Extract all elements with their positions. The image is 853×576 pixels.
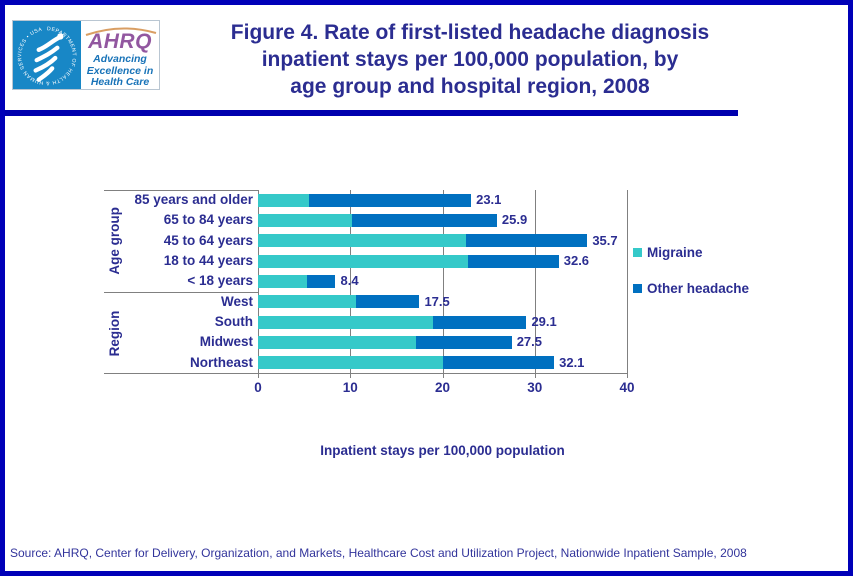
x-tick-label: 30 xyxy=(527,380,543,395)
title-line-3: age group and hospital region, 2008 xyxy=(290,75,650,98)
x-tick-label: 40 xyxy=(619,380,635,395)
legend-label-migraine: Migraine xyxy=(647,245,703,260)
bar-total-label: 27.5 xyxy=(516,334,542,350)
bar-total-label: 17.5 xyxy=(424,293,450,309)
bar-segment-migraine xyxy=(258,254,469,268)
bar-segment-migraine xyxy=(258,234,467,248)
bar-total-label: 35.7 xyxy=(592,232,618,248)
bar-total-label: 32.6 xyxy=(563,253,590,268)
other-headache-swatch-icon xyxy=(633,284,642,293)
bar-segment-other-headache xyxy=(443,356,555,370)
bar-total-label: 32.1 xyxy=(559,354,585,370)
x-tick-label: 20 xyxy=(434,380,451,395)
migraine-swatch-icon xyxy=(633,248,642,257)
legend-label-other-headache: Other headache xyxy=(647,281,750,296)
bar-segment-other-headache xyxy=(433,315,527,329)
bar-segment-migraine xyxy=(258,214,353,227)
figure-title: Figure 4. Rate of first-listed headache … xyxy=(195,19,745,100)
bar-segment-migraine xyxy=(258,356,444,370)
chart-plot-area: 0 10 20 30 40 Age group Region 85 years and old… xyxy=(5,5,848,571)
x-axis-title: Inpatient stays per 100,000 population xyxy=(320,443,565,458)
x-tick-label: 0 xyxy=(254,380,262,395)
tagline-line: Health Care xyxy=(90,76,150,88)
ahrq-wordmark: AHRQ xyxy=(88,30,152,53)
bar-segment-other-headache xyxy=(355,295,420,309)
axis-group-cell: Region xyxy=(104,291,258,373)
ahrq-wordmark-block: AHRQ Advancing Excellence in Health Care xyxy=(81,21,159,89)
category-label: 45 to 64 years xyxy=(163,232,253,248)
category-label: 85 years and older xyxy=(134,192,253,207)
gridline xyxy=(350,190,352,378)
header-rule xyxy=(5,110,738,116)
ahrq-tagline: Advancing Excellence in Health Care xyxy=(81,53,159,89)
bar-segment-migraine xyxy=(258,315,434,329)
gridline xyxy=(627,190,628,378)
ahrq-logo: DEPARTMENT OF HEALTH & HUMAN SERVICES • … xyxy=(12,20,160,90)
x-tick-label: 10 xyxy=(342,380,358,395)
gridline xyxy=(442,190,444,378)
bar-segment-migraine xyxy=(258,295,356,309)
category-label: 18 to 44 years xyxy=(163,253,253,268)
bar-segment-other-headache xyxy=(306,275,336,288)
category-label: West xyxy=(220,293,253,309)
title-line-1: Figure 4. Rate of first-listed headache … xyxy=(230,21,710,44)
bar-segment-other-headache xyxy=(415,336,512,349)
bar-segment-migraine xyxy=(258,336,416,349)
legend-item-other-headache: Other headache xyxy=(633,281,749,297)
bar-total-label: 23.1 xyxy=(476,192,502,207)
bar-total-label: 8.4 xyxy=(340,273,359,289)
axis-group-cell: Age group xyxy=(104,190,258,292)
ahrq-arc-icon xyxy=(85,27,157,36)
category-label: South xyxy=(214,314,253,329)
legend-item-migraine: Migraine xyxy=(633,245,749,261)
bar-segment-other-headache xyxy=(352,214,497,227)
bar-segment-migraine xyxy=(258,193,309,207)
legend: Migraine Other headache xyxy=(633,245,749,317)
bar-total-label: 25.9 xyxy=(501,212,528,228)
gridline xyxy=(534,190,536,378)
category-label: Northeast xyxy=(189,354,253,370)
bar-segment-other-headache xyxy=(466,234,588,248)
x-axis-line xyxy=(104,373,627,374)
hhs-eagle-icon: DEPARTMENT OF HEALTH & HUMAN SERVICES • … xyxy=(17,26,76,86)
category-label: < 18 years xyxy=(187,273,253,289)
bar-segment-migraine xyxy=(258,275,307,288)
source-note: Source: AHRQ, Center for Delivery, Organ… xyxy=(10,546,747,560)
title-line-2: inpatient stays per 100,000 population, … xyxy=(261,48,679,71)
tagline-line: Advancing xyxy=(93,53,147,65)
category-label: 65 to 84 years xyxy=(163,212,253,228)
tagline-line: Excellence in xyxy=(86,64,154,77)
hhs-seal: DEPARTMENT OF HEALTH & HUMAN SERVICES • … xyxy=(13,21,81,89)
category-label: Midwest xyxy=(199,334,253,350)
bar-total-label: 29.1 xyxy=(531,314,557,329)
bar-segment-other-headache xyxy=(468,254,559,268)
bar-segment-other-headache xyxy=(308,193,472,207)
